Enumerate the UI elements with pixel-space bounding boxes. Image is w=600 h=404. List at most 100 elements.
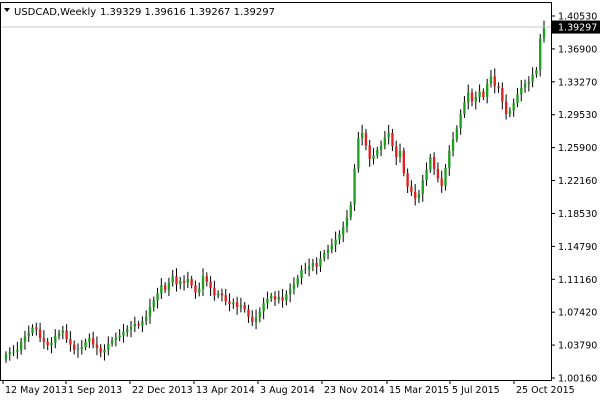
candle-body-bear <box>42 338 46 342</box>
candle-body-bull <box>61 330 65 333</box>
candle-body-bull <box>270 296 273 299</box>
candle-body-bear <box>436 168 440 179</box>
candle-body-bull <box>444 167 447 186</box>
candle-body-bull <box>84 341 87 348</box>
y-tick-label: 1.22160 <box>558 176 597 187</box>
candle-body-bull <box>376 149 379 156</box>
x-tick-label: 3 Aug 2014 <box>260 385 315 396</box>
x-tick-label: 23 Nov 2014 <box>324 385 385 396</box>
candle-body-bear <box>220 293 224 296</box>
candle-body-bull <box>520 88 523 95</box>
candle-body-bear <box>182 280 186 283</box>
current-price-text: 1.39297 <box>558 23 597 34</box>
candle-body-bull <box>54 336 57 343</box>
candle-body-bull <box>535 70 538 75</box>
candle-body-bull <box>258 311 262 318</box>
candle-body-bull <box>542 27 546 39</box>
plot-frame <box>0 2 552 381</box>
y-tick-label: 1.14790 <box>558 242 597 253</box>
candle-body-bear <box>35 327 38 330</box>
candle-body-bear <box>402 150 405 174</box>
candle-body-bull <box>474 96 477 102</box>
candle-body-bull <box>300 270 303 279</box>
y-tick-label: 1.03790 <box>558 341 597 352</box>
collapse-triangle-icon[interactable] <box>4 8 10 12</box>
candle-body-bear <box>391 132 394 147</box>
candle-body-bull <box>4 354 8 360</box>
candle-body-bear <box>194 285 197 293</box>
candle-body-bull <box>27 332 30 337</box>
candle-body-bear <box>228 301 231 305</box>
candle-body-bull <box>57 332 61 337</box>
candle-body-bull <box>118 335 121 338</box>
y-tick-label: 1.25900 <box>558 143 597 154</box>
candle-body-bull <box>357 138 360 169</box>
candle-body-bear <box>99 348 102 353</box>
y-tick-label: 1.40530 <box>558 12 597 23</box>
candle-body-bull <box>23 336 27 342</box>
candle-body-bear <box>315 262 318 267</box>
candle-body-bull <box>186 279 190 283</box>
candle-body-bull <box>485 83 489 97</box>
candle-body-bull <box>330 244 334 250</box>
candle-body-bull <box>307 266 311 270</box>
candle-body-bear <box>205 276 208 282</box>
candle-body-bear <box>224 295 227 302</box>
candle-body-bear <box>414 192 417 199</box>
candle-body-bear <box>175 276 178 285</box>
x-tick-label: 15 Mar 2015 <box>389 385 449 396</box>
candle-body-bull <box>459 114 462 129</box>
candle-body-bull <box>19 341 23 350</box>
y-tick-label: 1.36900 <box>558 44 597 55</box>
candle-body-bull <box>417 193 421 199</box>
candle-body-bear <box>273 296 277 300</box>
candle-body-bull <box>171 276 174 283</box>
candle-body-bear <box>65 330 68 340</box>
candle-body-bear <box>432 157 436 169</box>
current-price-badge <box>552 20 600 34</box>
candle-body-bear <box>163 285 167 290</box>
candle-body-bull <box>383 137 387 146</box>
candle-body-bull <box>277 296 280 300</box>
candle-body-bull <box>239 305 243 307</box>
candle-body-bear <box>364 132 368 146</box>
candle-body-bear <box>247 309 250 317</box>
candle-body-bull <box>334 239 337 245</box>
y-tick-label: 1.18530 <box>558 209 597 220</box>
candle-body-bull <box>319 258 322 267</box>
candle-body-bull <box>126 329 129 332</box>
x-tick-label: 1 Sep 2013 <box>68 385 122 396</box>
candle-body-bull <box>463 102 466 115</box>
x-tick-label: 13 Apr 2014 <box>196 385 255 396</box>
candle-body-bear <box>46 341 49 346</box>
candle-body-bull <box>80 347 83 349</box>
y-tick-label: 1.29530 <box>558 110 597 121</box>
candle-body-bull <box>360 132 364 139</box>
candle-body-bear <box>501 88 504 102</box>
candle-body-bull <box>508 110 512 115</box>
x-tick-label: 5 Jul 2015 <box>452 385 500 396</box>
candle-body-bear <box>235 302 239 307</box>
candle-body-bull <box>266 298 269 304</box>
candle-body-bull <box>478 91 481 97</box>
candle-body-bull <box>398 150 402 158</box>
candle-body-bull <box>338 234 341 240</box>
candle-body-bull <box>285 294 288 301</box>
candle-body-bull <box>201 276 205 289</box>
x-tick-label: 22 Dec 2013 <box>132 385 193 396</box>
candle-body-bull <box>326 249 330 253</box>
candle-body-bull <box>288 288 292 295</box>
candle-body-bear <box>410 186 413 193</box>
candle-body-bull <box>425 169 428 181</box>
candle-body-bear <box>497 86 500 89</box>
candle-body-bear <box>243 305 246 310</box>
candle-body-bull <box>421 180 424 194</box>
candle-body-bear <box>493 76 496 87</box>
x-tick-label: 25 Oct 2015 <box>516 385 575 396</box>
candle-body-bull <box>349 204 352 218</box>
y-tick-label: 1.33270 <box>558 77 597 88</box>
candle-body-bull <box>179 280 182 285</box>
candle-body-bull <box>304 269 307 271</box>
candle-body-bull <box>451 139 455 151</box>
